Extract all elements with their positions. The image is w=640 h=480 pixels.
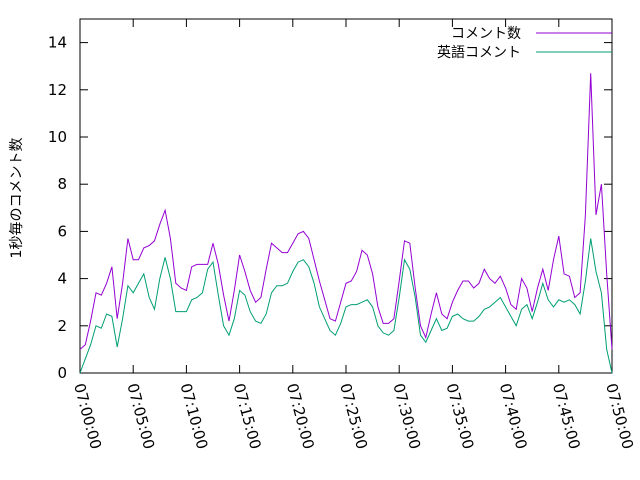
x-tick-label: 07:40:00 (496, 381, 531, 451)
y-tick-label: 8 (57, 175, 67, 193)
legend-label-2: 英語コメント (437, 44, 521, 61)
x-tick-label: 07:00:00 (70, 381, 105, 451)
x-tick-label: 07:20:00 (283, 381, 318, 451)
x-tick-label: 07:30:00 (389, 381, 424, 451)
series-line-1 (79, 73, 613, 350)
x-tick-label: 07:05:00 (123, 381, 158, 451)
x-tick-label: 07:15:00 (230, 381, 265, 451)
legend-label-1: コメント数 (451, 26, 521, 42)
x-tick-label: 07:10:00 (177, 381, 212, 451)
y-tick-label: 10 (48, 128, 67, 146)
x-tick-label: 07:45:00 (549, 381, 584, 451)
y-tick-label: 12 (48, 81, 67, 99)
chart-ticks: 0 2 4 6 8 10 12 14 07:00:00 07:05:00 07:10:00 07:15… (48, 19, 637, 451)
y-tick-label: 2 (57, 317, 67, 335)
series-line-2 (79, 238, 613, 374)
chart-series (79, 73, 613, 374)
y-tick-label: 6 (57, 222, 67, 240)
x-tick-label: 07:35:00 (443, 381, 478, 451)
x-tick-label: 07:25:00 (336, 381, 371, 451)
x-tick-label: 07:50:00 (602, 381, 637, 451)
y-axis-title: 1秒毎のコメント数 (9, 138, 25, 259)
y-tick-label: 4 (57, 270, 67, 288)
y-tick-label: 14 (48, 34, 67, 52)
y-tick-label: 0 (57, 364, 67, 382)
